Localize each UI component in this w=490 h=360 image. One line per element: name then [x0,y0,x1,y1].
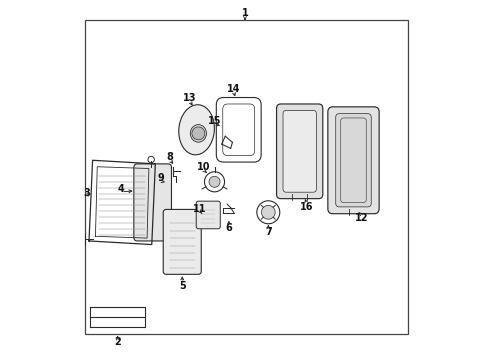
Circle shape [209,176,220,187]
Circle shape [192,127,205,140]
FancyBboxPatch shape [328,107,379,214]
FancyBboxPatch shape [134,164,172,241]
Text: 16: 16 [300,202,314,212]
Text: 5: 5 [179,281,186,291]
FancyBboxPatch shape [283,111,317,192]
Text: 13: 13 [183,93,196,103]
Text: 2: 2 [114,337,121,347]
Text: 7: 7 [265,227,271,237]
Text: 1: 1 [242,8,248,18]
Text: 12: 12 [355,213,368,222]
Text: 15: 15 [208,116,221,126]
Text: 4: 4 [118,184,124,194]
FancyBboxPatch shape [336,114,371,207]
Text: 11: 11 [194,204,207,214]
Ellipse shape [179,105,215,155]
Text: 14: 14 [227,84,240,94]
Circle shape [262,206,275,219]
FancyBboxPatch shape [163,210,201,274]
Text: 3: 3 [83,188,90,198]
FancyBboxPatch shape [196,201,220,229]
FancyBboxPatch shape [276,104,323,199]
Bar [85,21,408,334]
Text: 10: 10 [197,162,211,172]
Text: 9: 9 [157,173,164,183]
Text: 6: 6 [225,224,232,233]
Ellipse shape [190,125,206,142]
Text: 8: 8 [166,152,173,162]
